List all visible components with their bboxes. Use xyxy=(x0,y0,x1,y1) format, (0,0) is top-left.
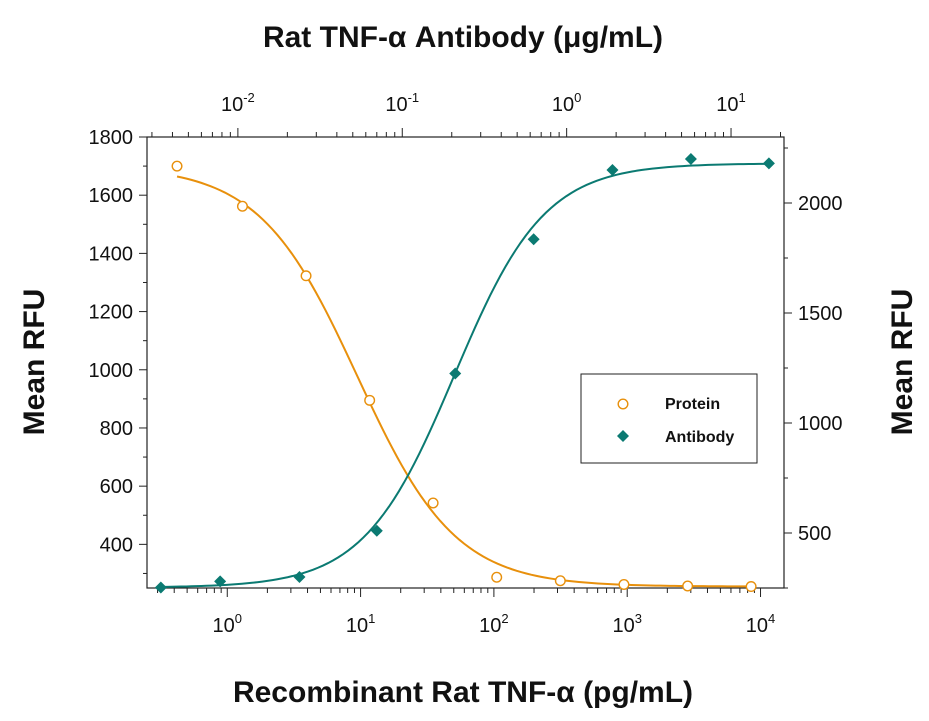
data-point-protein xyxy=(427,497,439,509)
data-point-protein xyxy=(554,575,566,587)
data-point-antibody xyxy=(154,581,167,594)
y-axis-title-right: Mean RFU xyxy=(886,289,919,436)
x-bottom-tick-exponent: 2 xyxy=(501,611,508,626)
x-bottom-tick-exponent: 1 xyxy=(368,611,375,626)
data-point-antibody xyxy=(762,157,775,170)
y-left-tick-label: 600 xyxy=(100,476,133,498)
x-bottom-tick-exponent: 4 xyxy=(768,611,775,626)
legend-antibody-label: Antibody xyxy=(665,429,734,446)
data-point-protein xyxy=(364,394,376,406)
x-bottom-tick-label: 104 xyxy=(746,611,775,637)
x-bottom-tick-label: 101 xyxy=(346,611,375,637)
y-axis-title-left: Mean RFU xyxy=(18,289,51,436)
x-bottom-tick-base: 10 xyxy=(612,615,634,637)
y-left-tick-label: 1800 xyxy=(89,127,134,149)
y-left-tick-label: 1000 xyxy=(89,360,134,382)
x-bottom-tick-exponent: 0 xyxy=(235,611,242,626)
x-top-tick-base: 10 xyxy=(221,94,243,116)
data-point-antibody xyxy=(293,571,306,583)
x-bottom-tick-base: 10 xyxy=(346,615,368,637)
x-top-tick-base: 10 xyxy=(385,94,407,116)
y-left-tick-label: 1600 xyxy=(89,185,134,207)
x-bottom-tick-base: 10 xyxy=(746,615,768,637)
x-bottom-tick-base: 10 xyxy=(479,615,501,637)
y-right-tick-label: 2000 xyxy=(798,193,843,215)
y-left-tick-label: 800 xyxy=(100,418,133,440)
plot-frame xyxy=(146,136,785,589)
data-point-protein xyxy=(491,571,503,583)
x-axis-title: Recombinant Rat TNF-α (pg/mL) xyxy=(233,676,693,709)
data-point-antibody xyxy=(527,233,540,246)
data-point-protein xyxy=(618,579,630,591)
data-point-protein xyxy=(745,581,757,593)
y-left-axis: 400 600 800 1000 1200 1400 1600 1800 xyxy=(89,127,147,574)
fit-curves xyxy=(160,162,769,588)
chart-title: Rat TNF-α Antibody (μg/mL) xyxy=(263,21,663,54)
legend: Protein Antibody xyxy=(580,373,758,464)
data-point-protein xyxy=(300,270,312,282)
data-point-antibody xyxy=(370,524,383,537)
fit-curve-antibody xyxy=(160,162,769,588)
data-point-protein xyxy=(682,580,694,592)
x-top-tick-exponent: -1 xyxy=(408,90,420,105)
y-right-tick-label: 1500 xyxy=(798,303,843,325)
y-right-axis: 500 1000 1500 2000 xyxy=(784,147,843,589)
y-left-tick-label: 1200 xyxy=(89,302,134,324)
legend-antibody-marker xyxy=(617,430,629,442)
x-top-tick-exponent: -2 xyxy=(243,90,255,105)
x-top-tick-base: 10 xyxy=(552,94,574,116)
fit-curve-protein xyxy=(176,175,752,588)
x-top-tick-label: 101 xyxy=(716,90,745,116)
x-top-axis: 10-2 10-1 100 101 xyxy=(151,90,782,137)
data-point-protein xyxy=(236,200,248,212)
x-top-tick-label: 10-2 xyxy=(221,90,255,116)
y-left-tick-label: 1400 xyxy=(89,243,134,265)
legend-protein-label: Protein xyxy=(665,396,720,413)
legend-protein-marker xyxy=(617,398,629,410)
x-top-tick-base: 10 xyxy=(716,94,738,116)
y-left-tick-label: 400 xyxy=(100,534,133,556)
x-top-tick-exponent: 0 xyxy=(574,90,581,105)
x-top-tick-exponent: 1 xyxy=(739,90,746,105)
data-point-antibody xyxy=(606,164,619,176)
x-top-tick-label: 100 xyxy=(552,90,581,116)
x-bottom-axis: 100 101 102 103 104 xyxy=(157,588,775,637)
data-point-antibody xyxy=(214,575,227,588)
legend-box xyxy=(580,373,758,464)
x-bottom-tick-exponent: 3 xyxy=(635,611,642,626)
x-bottom-tick-label: 100 xyxy=(213,611,242,637)
data-points xyxy=(154,153,775,594)
x-bottom-tick-base: 10 xyxy=(213,615,235,637)
x-bottom-tick-label: 102 xyxy=(479,611,508,637)
y-right-tick-label: 1000 xyxy=(798,413,843,435)
data-point-antibody xyxy=(684,153,697,165)
y-right-tick-label: 500 xyxy=(798,523,831,545)
x-bottom-tick-label: 103 xyxy=(612,611,641,637)
data-point-protein xyxy=(171,160,183,172)
x-top-tick-label: 10-1 xyxy=(385,90,419,116)
data-point-antibody xyxy=(449,367,462,380)
